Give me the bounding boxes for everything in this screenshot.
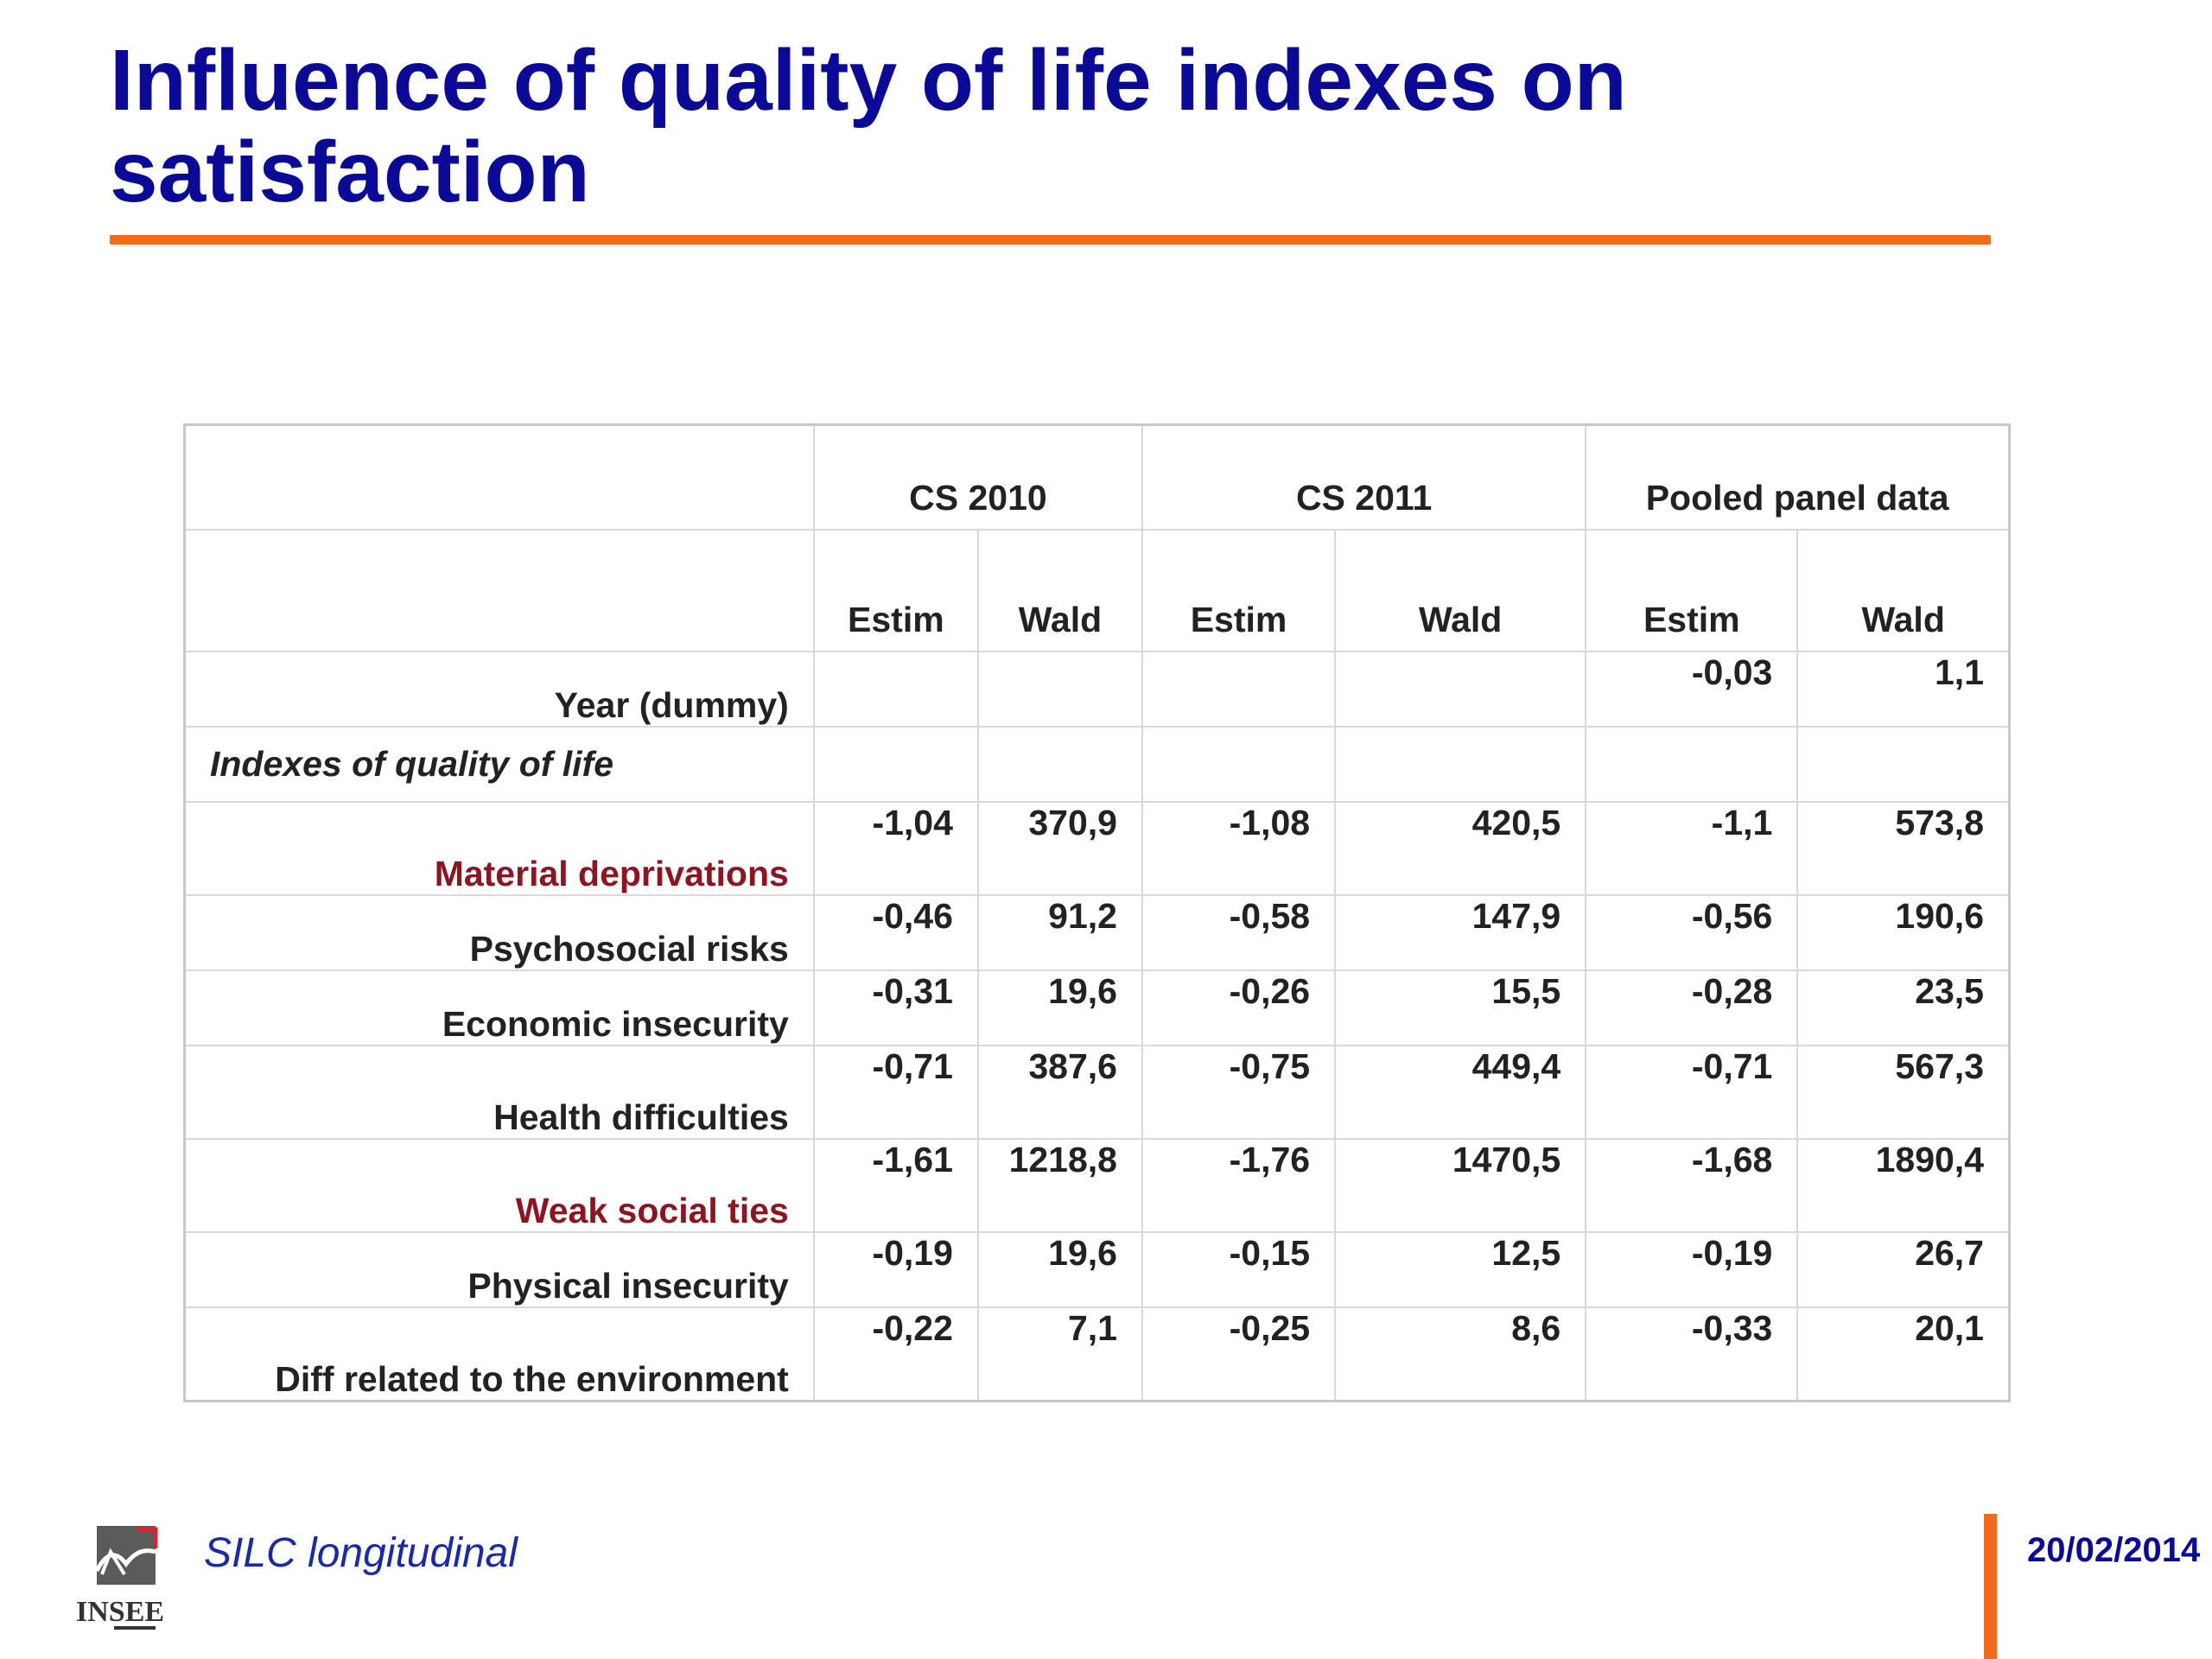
slide-title: Influence of quality of life indexes on … xyxy=(110,32,1627,220)
cell-value: -0,19 xyxy=(812,1231,979,1308)
cell-value: 7,1 xyxy=(976,1306,1143,1402)
cell-value: -0,46 xyxy=(812,894,979,971)
insee-logo-icon: INSEE xyxy=(76,1526,164,1630)
cell-value: 19,6 xyxy=(976,969,1143,1046)
cell-value xyxy=(976,651,1143,728)
cell-value: 23,5 xyxy=(1796,969,2011,1046)
cell-value: 26,7 xyxy=(1796,1231,2011,1308)
cell-value: -1,68 xyxy=(1585,1138,1799,1233)
cell-value: 15,5 xyxy=(1334,969,1587,1046)
svg-text:INSEE: INSEE xyxy=(76,1596,164,1628)
cell-value: -1,1 xyxy=(1585,801,1799,896)
footer-title: SILC longitudinal xyxy=(204,1530,518,1576)
subheader-wald: Wald xyxy=(1334,529,1587,652)
subheader-blank xyxy=(183,529,815,652)
group-header-row: CS 2010 CS 2011 Pooled panel data xyxy=(183,423,2011,531)
cell-value: 147,9 xyxy=(1334,894,1587,971)
table-row: Physical insecurity -0,19 19,6 -0,15 12,… xyxy=(183,1231,2011,1308)
footer-divider xyxy=(1984,1514,1997,1659)
insee-logo: INSEE xyxy=(76,1526,176,1633)
subheader-wald: Wald xyxy=(976,529,1143,652)
row-label: Physical insecurity xyxy=(183,1231,815,1308)
cell-value: -0,19 xyxy=(1585,1231,1799,1308)
cell-value: -1,08 xyxy=(1141,801,1337,896)
table-row: Weak social ties -1,61 1218,8 -1,76 1470… xyxy=(183,1138,2011,1233)
table-row: Year (dummy) -0,03 1,1 xyxy=(183,651,2011,728)
cell-value: -0,26 xyxy=(1141,969,1337,1046)
cell-value: 20,1 xyxy=(1796,1306,2011,1402)
cell-value: 1,1 xyxy=(1796,651,2011,728)
subheader-wald: Wald xyxy=(1796,529,2011,652)
corner-cell xyxy=(183,423,815,531)
section-label: Indexes of quality of life xyxy=(183,726,815,803)
cell-value: 1470,5 xyxy=(1334,1138,1587,1233)
row-label: Weak social ties xyxy=(183,1138,815,1233)
cell-value xyxy=(812,651,979,728)
subheader-estim: Estim xyxy=(1585,529,1799,652)
cell-value: 91,2 xyxy=(976,894,1143,971)
group-header-pooled: Pooled panel data xyxy=(1585,423,2011,531)
cell-value: -0,25 xyxy=(1141,1306,1337,1402)
subheader-row: Estim Wald Estim Wald Estim Wald xyxy=(183,529,2011,652)
footer-date: 20/02/2014 xyxy=(2027,1531,2201,1569)
cell-value: -1,76 xyxy=(1141,1138,1337,1233)
subheader-estim: Estim xyxy=(1141,529,1337,652)
cell-value: -0,28 xyxy=(1585,969,1799,1046)
cell-value xyxy=(1141,726,1337,803)
cell-value: 370,9 xyxy=(976,801,1143,896)
cell-value: 190,6 xyxy=(1796,894,2011,971)
cell-value: -0,58 xyxy=(1141,894,1337,971)
cell-value: 8,6 xyxy=(1334,1306,1587,1402)
cell-value xyxy=(1796,726,2011,803)
table-row: Psychosocial risks -0,46 91,2 -0,58 147,… xyxy=(183,894,2011,971)
cell-value: -0,71 xyxy=(812,1045,979,1140)
cell-value xyxy=(1334,651,1587,728)
row-label: Health difficulties xyxy=(183,1045,815,1140)
cell-value: -0,56 xyxy=(1585,894,1799,971)
results-table: CS 2010 CS 2011 Pooled panel data Estim … xyxy=(183,423,2011,1402)
cell-value: 387,6 xyxy=(976,1045,1143,1140)
cell-value: -1,61 xyxy=(812,1138,979,1233)
cell-value: 1218,8 xyxy=(976,1138,1143,1233)
cell-value xyxy=(812,726,979,803)
cell-value xyxy=(976,726,1143,803)
cell-value: -0,75 xyxy=(1141,1045,1337,1140)
table-row: Economic insecurity -0,31 19,6 -0,26 15,… xyxy=(183,969,2011,1046)
row-label: Economic insecurity xyxy=(183,969,815,1046)
cell-value: -0,31 xyxy=(812,969,979,1046)
cell-value: 567,3 xyxy=(1796,1045,2011,1140)
cell-value: -0,33 xyxy=(1585,1306,1799,1402)
cell-value: -0,15 xyxy=(1141,1231,1337,1308)
table-row: Health difficulties -0,71 387,6 -0,75 44… xyxy=(183,1045,2011,1140)
cell-value: 420,5 xyxy=(1334,801,1587,896)
row-label: Psychosocial risks xyxy=(183,894,815,971)
cell-value xyxy=(1585,726,1799,803)
row-label: Diff related to the environment xyxy=(183,1306,815,1402)
table-row: Material deprivations -1,04 370,9 -1,08 … xyxy=(183,801,2011,896)
group-header-cs2011: CS 2011 xyxy=(1141,423,1587,531)
table-row: Diff related to the environment -0,22 7,… xyxy=(183,1306,2011,1402)
group-header-cs2010: CS 2010 xyxy=(812,423,1143,531)
row-label: Material deprivations xyxy=(183,801,815,896)
cell-value: -1,04 xyxy=(812,801,979,896)
cell-value: 1890,4 xyxy=(1796,1138,2011,1233)
cell-value: -0,71 xyxy=(1585,1045,1799,1140)
cell-value: 449,4 xyxy=(1334,1045,1587,1140)
row-label: Year (dummy) xyxy=(183,651,815,728)
cell-value: 19,6 xyxy=(976,1231,1143,1308)
cell-value xyxy=(1141,651,1337,728)
cell-value: 573,8 xyxy=(1796,801,2011,896)
subheader-estim: Estim xyxy=(812,529,979,652)
cell-value xyxy=(1334,726,1587,803)
title-underline xyxy=(110,235,1991,245)
cell-value: 12,5 xyxy=(1334,1231,1587,1308)
cell-value: -0,22 xyxy=(812,1306,979,1402)
cell-value: -0,03 xyxy=(1585,651,1799,728)
table-row-section: Indexes of quality of life xyxy=(183,726,2011,803)
